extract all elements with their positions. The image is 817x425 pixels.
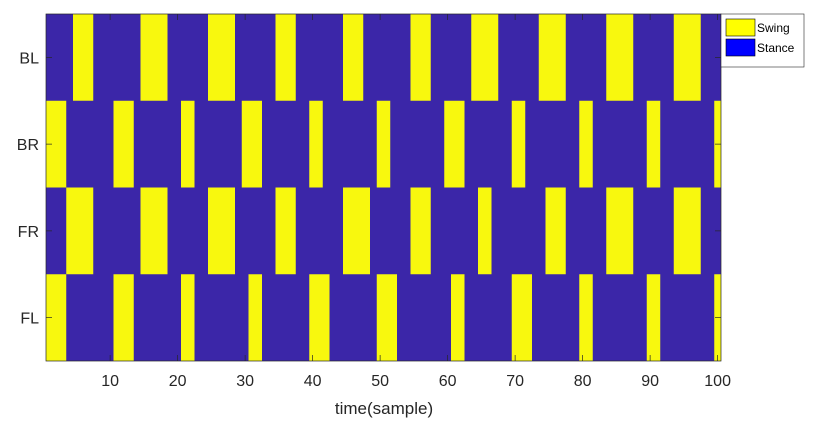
swing-bar-br bbox=[113, 100, 134, 188]
plot-border bbox=[45, 13, 722, 362]
swing-bar-bl bbox=[140, 14, 168, 101]
legend-swatch-stance bbox=[725, 38, 756, 57]
swing-bar-fl bbox=[46, 274, 67, 361]
swing-bar-bl bbox=[673, 14, 701, 101]
swing-bar-fl bbox=[248, 274, 262, 361]
x-axis-label: time(sample) bbox=[335, 399, 433, 418]
plot-area bbox=[45, 13, 722, 362]
x-tick-label: 90 bbox=[641, 373, 659, 390]
y-axis-labels: BL BR FR FL bbox=[17, 50, 721, 328]
x-tick-label: 20 bbox=[169, 373, 187, 390]
swing-bar-br bbox=[376, 100, 391, 188]
swing-bar-bl bbox=[343, 14, 364, 101]
swing-bar-fr bbox=[66, 187, 94, 275]
y-tick-label-fl: FL bbox=[20, 311, 39, 328]
swing-bar-fl bbox=[511, 274, 532, 361]
swing-bar-bl bbox=[275, 14, 296, 101]
legend-swatch-swing bbox=[725, 18, 756, 37]
swing-bar-bl bbox=[538, 14, 566, 101]
legend-label-stance: Stance bbox=[757, 41, 795, 55]
swing-bar-br bbox=[241, 100, 262, 188]
x-tick-label: 30 bbox=[236, 373, 254, 390]
swing-bar-fr bbox=[478, 187, 492, 275]
swing-bar-fl bbox=[376, 274, 397, 361]
swing-bar-br bbox=[46, 100, 67, 188]
swing-bar-fr bbox=[208, 187, 235, 275]
swing-bar-fr bbox=[140, 187, 168, 275]
swing-bar-bl bbox=[73, 14, 94, 101]
swing-bar-fl bbox=[309, 274, 330, 361]
swing-bar-fr bbox=[343, 187, 370, 275]
swing-bar-br bbox=[646, 100, 661, 188]
swing-bar-fl bbox=[181, 274, 195, 361]
swing-bar-fr bbox=[545, 187, 566, 275]
y-tick-label-fr: FR bbox=[18, 224, 39, 241]
x-tick-label: 70 bbox=[506, 373, 524, 390]
legend: Swing Stance bbox=[720, 13, 805, 68]
swing-bar-fr bbox=[275, 187, 296, 275]
swing-bar-bl bbox=[208, 14, 235, 101]
swing-bar-fl bbox=[113, 274, 134, 361]
swing-bar-fl bbox=[451, 274, 465, 361]
swing-bar-fl bbox=[579, 274, 593, 361]
swing-bar-bl bbox=[606, 14, 634, 101]
y-tick-label-br: BR bbox=[17, 137, 39, 154]
swing-bar-bl bbox=[471, 14, 499, 101]
swing-bar-bl bbox=[410, 14, 431, 101]
x-tick-label: 50 bbox=[371, 373, 389, 390]
swing-bar-br bbox=[511, 100, 526, 188]
swing-bar-fr bbox=[606, 187, 634, 275]
x-axis-ticks: 10 20 30 40 50 60 70 80 90 100 bbox=[101, 14, 731, 390]
y-tick-label-bl: BL bbox=[19, 50, 39, 67]
swing-bar-fl bbox=[646, 274, 661, 361]
x-tick-label: 10 bbox=[101, 373, 119, 390]
swing-bar-fr bbox=[410, 187, 431, 275]
swing-bar-br bbox=[181, 100, 195, 188]
x-tick-label: 40 bbox=[304, 373, 322, 390]
x-tick-label: 60 bbox=[439, 373, 457, 390]
legend-label-swing: Swing bbox=[757, 21, 790, 35]
swing-bar-br bbox=[579, 100, 593, 188]
x-tick-label: 100 bbox=[704, 373, 731, 390]
swing-bar-br bbox=[444, 100, 465, 188]
swing-bar-br bbox=[309, 100, 323, 188]
swing-bar-fr bbox=[673, 187, 701, 275]
x-tick-label: 80 bbox=[574, 373, 592, 390]
